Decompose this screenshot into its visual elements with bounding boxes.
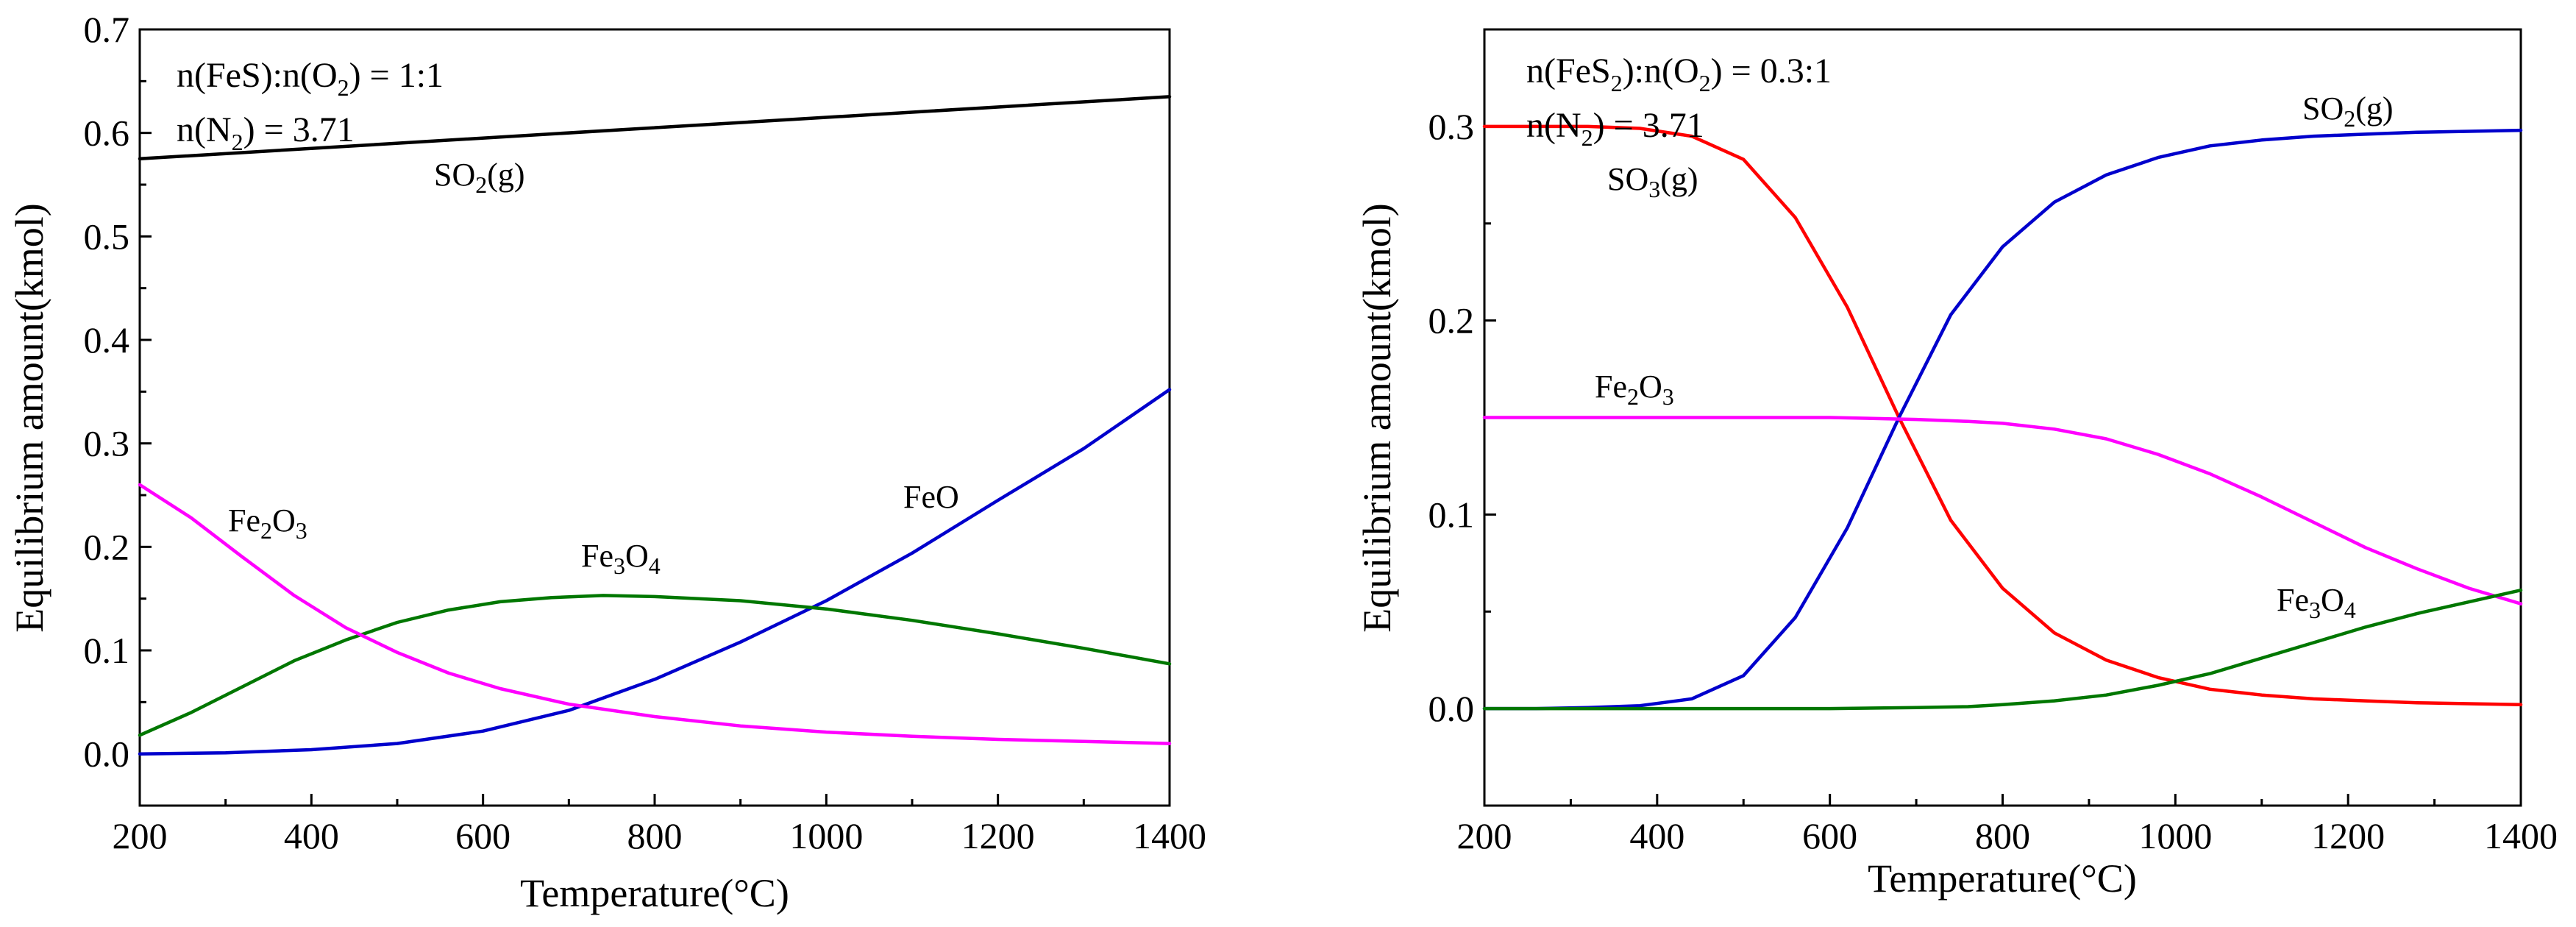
label-so2: SO2(g): [434, 157, 525, 198]
label-fe2o3: Fe2O3: [1595, 369, 1674, 410]
chart-left: 200 400 600 800 1000 1200 1400 0.0 0.1 0.2 0.3 0.4 0…: [7, 9, 1206, 915]
x-tick-label: 200: [1457, 815, 1512, 856]
series-fe2o3: [138, 483, 1172, 745]
series-lines: [138, 95, 1172, 756]
label-so2: SO2(g): [2302, 90, 2394, 132]
label-fe2o3: Fe2O3: [228, 502, 307, 544]
x-tick-label: 800: [627, 815, 683, 856]
x-tick-label: 1200: [961, 815, 1035, 856]
y-tick-label: 0.5: [84, 216, 130, 257]
series-fe3o4: [138, 594, 1172, 737]
annotation-line-2: n(N2) = 3.71: [1526, 106, 1704, 151]
y-tick-label: 0.4: [84, 319, 130, 360]
label-fe3o4: Fe3O4: [581, 538, 661, 579]
y-axis-title: Equilibrium amount(kmol): [7, 203, 51, 632]
series-so2-g: [138, 95, 1172, 161]
y-tick-label: 0.1: [84, 630, 130, 671]
x-tick-label: 1400: [1133, 815, 1206, 856]
annotation-line-1: n(FeS):n(O2) = 1:1: [177, 56, 444, 101]
axis-ticks: [138, 28, 1171, 807]
y-tick-label: 0.7: [84, 9, 130, 50]
series-so2-g: [1482, 128, 2523, 711]
y-tick-label: 0.0: [84, 734, 130, 775]
x-tick-label: 1200: [2311, 815, 2385, 856]
y-axis-title: Equilibrium amount(kmol): [1355, 203, 1399, 632]
x-tick-label: 1000: [789, 815, 863, 856]
series-feo: [138, 388, 1172, 756]
label-fe3o4: Fe3O4: [2277, 582, 2356, 623]
x-tick-label: 1400: [2484, 815, 2558, 856]
y-tick-label: 0.2: [1428, 300, 1475, 341]
y-tick-label: 0.3: [1428, 106, 1475, 147]
x-axis-title: Temperature(°C): [520, 871, 789, 915]
series-lines: [1482, 124, 2523, 711]
series-so3-g: [1482, 124, 2523, 707]
x-tick-label: 200: [113, 815, 168, 856]
label-feo: FeO: [903, 479, 959, 515]
x-tick-label: 600: [455, 815, 510, 856]
y-tick-label: 0.1: [1428, 494, 1475, 535]
annotation-line-2: n(N2) = 3.71: [177, 110, 355, 155]
y-tick-label: 0.0: [1428, 688, 1475, 729]
x-tick-label: 400: [1629, 815, 1684, 856]
x-tick-label: 600: [1802, 815, 1857, 856]
y-tick-label: 0.2: [84, 526, 130, 567]
x-tick-label: 800: [1975, 815, 2030, 856]
x-tick-label: 1000: [2138, 815, 2212, 856]
y-tick-label: 0.3: [84, 423, 130, 464]
x-axis-title: Temperature(°C): [1868, 856, 2137, 901]
x-tick-label: 400: [284, 815, 339, 856]
tick-labels: 200 400 600 800 1000 1200 1400 0.0 0.1 0.2 0.3 0.4 0…: [84, 9, 1207, 856]
tick-labels: 200 400 600 800 1000 1200 1400 0.0 0.1 0.2 0.3: [1428, 106, 2558, 856]
y-tick-label: 0.6: [84, 113, 130, 154]
series-fe2o3: [1482, 416, 2523, 605]
annotation-line-1: n(FeS2):n(O2) = 0.3:1: [1526, 52, 1832, 96]
label-so3: SO3(g): [1607, 161, 1698, 202]
series-fe3o4: [1482, 588, 2523, 711]
chart-right: 200 400 600 800 1000 1200 1400 0.0 0.1 0.2 0.3 Tem…: [1355, 28, 2558, 901]
